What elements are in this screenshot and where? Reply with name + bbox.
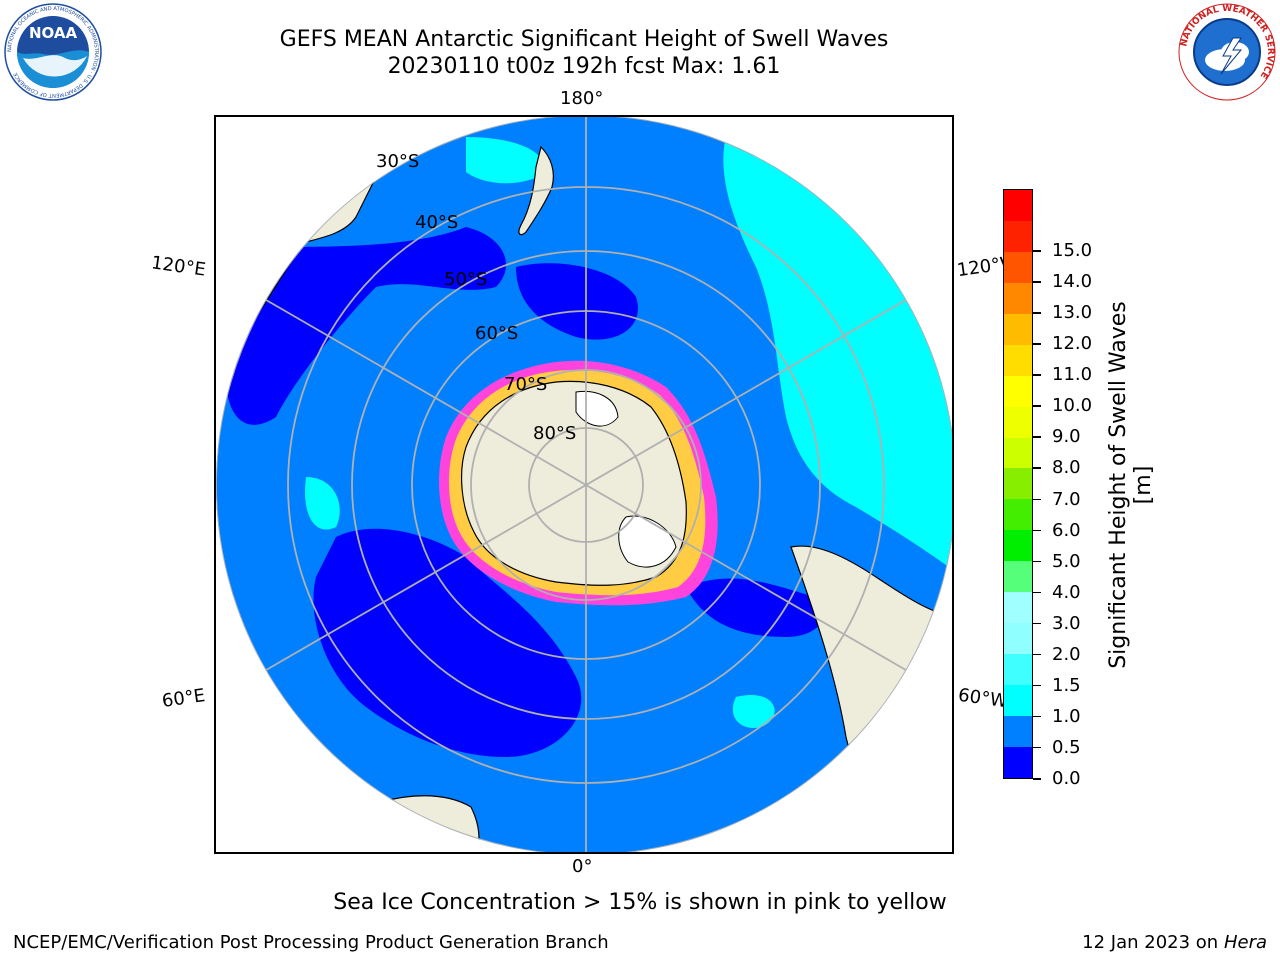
colorbar-tick xyxy=(1033,529,1041,532)
colorbar-segment xyxy=(1004,251,1032,283)
colorbar-tick xyxy=(1033,405,1041,407)
ocean-swell-0-0.5-north xyxy=(516,263,638,340)
meridian-60e-120w xyxy=(216,270,952,700)
ocean-swell-0-0.5-se xyxy=(686,578,825,637)
colorbar-tick-label: 9.0 xyxy=(1052,426,1081,448)
colorbar-segment xyxy=(1004,499,1032,531)
colorbar-segment xyxy=(1004,406,1032,438)
colorbar-tick-label: 7.0 xyxy=(1052,488,1081,510)
colorbar-segment xyxy=(1004,530,1032,562)
lon-label-60e: 60°E xyxy=(160,685,207,712)
colorbar-tick xyxy=(1033,715,1041,718)
colorbar-tick-label: 0.5 xyxy=(1052,736,1081,758)
chart-title: GEFS MEAN Antarctic Significant Height o… xyxy=(279,27,889,52)
lat-label-80s: 80°S xyxy=(533,423,577,444)
colorbar-tick-label: 1.0 xyxy=(1052,705,1081,727)
colorbar-tick xyxy=(1033,374,1041,376)
lon-label-60w: 60°W xyxy=(956,684,1009,713)
ocean-swell-0-0.5-nw xyxy=(226,227,506,425)
ocean-swell-1.0-1.5-west xyxy=(305,477,340,530)
noaa-logo-text: NOAA xyxy=(29,24,78,42)
lon-label-0: 0° xyxy=(572,856,593,877)
national-weather-service-logo: NATIONAL WEATHER SERVICE xyxy=(1177,2,1277,106)
footer-machine: Hera xyxy=(1223,932,1267,953)
colorbar-segment xyxy=(1004,685,1032,717)
colorbar-tick xyxy=(1033,653,1041,656)
lon-label-180: 180° xyxy=(560,88,604,109)
colorbar-tick-label: 5.0 xyxy=(1052,550,1081,572)
colorbar-tick xyxy=(1033,467,1041,469)
colorbar-segment xyxy=(1004,375,1032,407)
colorbar-segment xyxy=(1004,561,1032,593)
lat-label-70s: 70°S xyxy=(504,374,548,395)
colorbar-tick-label: 2.0 xyxy=(1052,643,1081,665)
colorbar-tick-label: 4.0 xyxy=(1052,581,1081,603)
colorbar-tick xyxy=(1033,684,1041,687)
sea-ice-note: Sea Ice Concentration > 15% is shown in … xyxy=(333,890,947,915)
colorbar-segment xyxy=(1004,189,1032,221)
ocean-swell-1.0-1.5-south xyxy=(732,694,775,728)
colorbar-segment xyxy=(1004,716,1032,748)
colorbar-tick-label: 10.0 xyxy=(1052,395,1093,417)
graticule xyxy=(216,117,952,852)
colorbar-tick-label: 3.0 xyxy=(1052,612,1081,634)
lat-label-40s: 40°S xyxy=(415,212,459,233)
colorbar-tick xyxy=(1033,622,1041,625)
colorbar-tick-label: 1.5 xyxy=(1052,674,1081,696)
polar-map-svg xyxy=(216,117,952,852)
colorbar-tick xyxy=(1033,591,1041,594)
colorbar-segment xyxy=(1004,747,1032,778)
colorbar-segment xyxy=(1004,437,1032,469)
madagascar-land xyxy=(224,766,302,811)
colorbar-segment xyxy=(1004,468,1032,500)
footer-date-text: 12 Jan 2023 on xyxy=(1082,932,1224,953)
colorbar-tick-label: 11.0 xyxy=(1052,364,1093,386)
colorbar-tick xyxy=(1033,778,1041,780)
lat-label-60s: 60°S xyxy=(475,323,519,344)
footer-date: 12 Jan 2023 on Hera xyxy=(1082,932,1267,954)
colorbar-segment xyxy=(1004,313,1032,345)
colorbar-tick xyxy=(1033,343,1041,345)
colorbar-tick-label: 13.0 xyxy=(1052,302,1093,324)
chart-subtitle: 20230110 t00z 192h fcst Max: 1.61 xyxy=(387,54,781,79)
colorbar-segment xyxy=(1004,654,1032,686)
colorbar-tick-label: 14.0 xyxy=(1052,271,1093,293)
colorbar-segment xyxy=(1004,623,1032,655)
colorbar-segment xyxy=(1004,344,1032,376)
colorbar-tick xyxy=(1033,250,1041,252)
colorbar-tick-label: 12.0 xyxy=(1052,333,1093,355)
colorbar-segment xyxy=(1004,592,1032,624)
colorbar-segment xyxy=(1004,282,1032,314)
lightning-icon xyxy=(1220,37,1243,75)
colorbar-tick xyxy=(1033,281,1041,283)
colorbar-tick-label: 6.0 xyxy=(1052,519,1081,541)
africa-land xyxy=(355,795,480,852)
colorbar-tick-label: 15.0 xyxy=(1052,240,1093,262)
lon-label-120e: 120°E xyxy=(149,252,207,281)
colorbar-tick-label: 8.0 xyxy=(1052,457,1081,479)
footer-credit: NCEP/EMC/Verification Post Processing Pr… xyxy=(13,932,609,953)
colorbar-title: Significant Height of Swell Waves [m] xyxy=(1106,301,1156,669)
colorbar-tick-label: 0.0 xyxy=(1052,768,1081,789)
colorbar-segment xyxy=(1004,220,1032,252)
lat-label-30s: 30°S xyxy=(376,151,420,172)
colorbar-tick xyxy=(1033,498,1041,501)
colorbar-tick xyxy=(1033,312,1041,314)
noaa-logo: NOAA NATIONAL OCEANIC AND ATMOSPHERIC AD… xyxy=(3,2,103,106)
colorbar-tick xyxy=(1033,746,1041,749)
colorbar-tick xyxy=(1033,436,1041,438)
colorbar-tick xyxy=(1033,560,1041,563)
colorbar xyxy=(1003,189,1033,779)
polar-map xyxy=(214,115,954,854)
ocean-swell-1.0-1.5-north xyxy=(466,137,546,184)
lat-label-50s: 50°S xyxy=(444,269,488,290)
